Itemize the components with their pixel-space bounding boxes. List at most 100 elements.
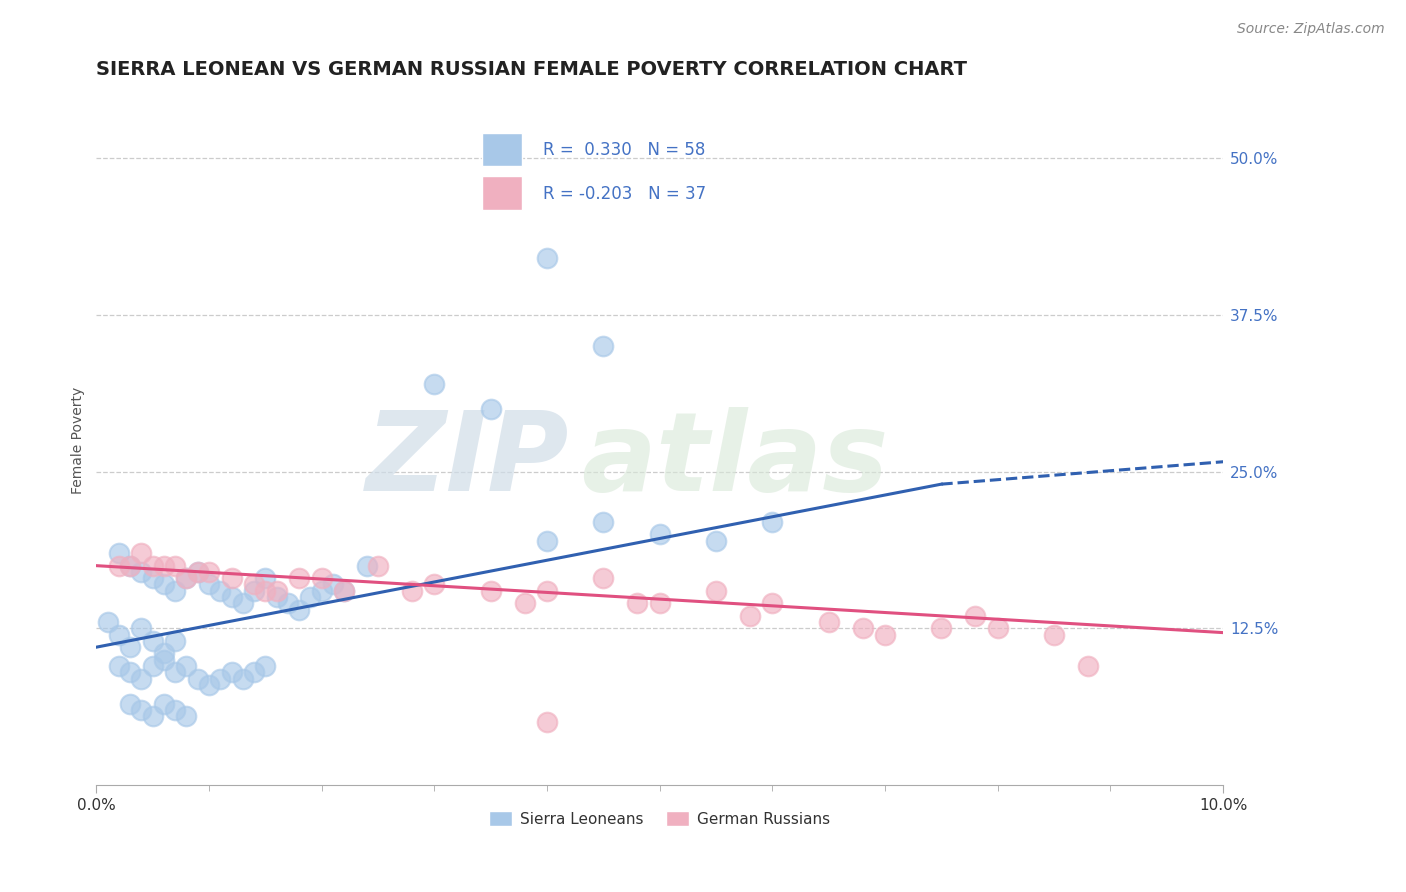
Point	[277, 596, 299, 610]
Point	[761, 596, 783, 610]
Text: atlas: atlas	[581, 408, 889, 515]
Point	[536, 715, 558, 730]
Point	[120, 665, 142, 680]
Point	[187, 565, 209, 579]
Point	[333, 583, 356, 598]
Point	[592, 339, 614, 353]
Point	[209, 583, 232, 598]
Point	[423, 376, 446, 391]
Point	[266, 590, 288, 604]
Point	[536, 252, 558, 266]
Point	[97, 615, 120, 629]
Point	[165, 583, 187, 598]
Point	[120, 558, 142, 573]
Y-axis label: Female Poverty: Female Poverty	[72, 386, 86, 494]
Text: Source: ZipAtlas.com: Source: ZipAtlas.com	[1237, 22, 1385, 37]
Point	[176, 709, 198, 723]
Point	[209, 672, 232, 686]
Point	[108, 558, 131, 573]
Point	[221, 590, 243, 604]
Point	[108, 659, 131, 673]
Point	[333, 583, 356, 598]
Point	[648, 527, 671, 541]
Point	[153, 577, 176, 591]
Point	[165, 633, 187, 648]
Point	[142, 709, 165, 723]
Point	[120, 697, 142, 711]
Point	[176, 571, 198, 585]
Point	[311, 571, 333, 585]
Point	[931, 621, 953, 635]
Point	[176, 659, 198, 673]
Point	[198, 678, 221, 692]
Legend: Sierra Leoneans, German Russians: Sierra Leoneans, German Russians	[484, 805, 837, 832]
Point	[142, 558, 165, 573]
Point	[851, 621, 873, 635]
Point	[761, 515, 783, 529]
Point	[187, 672, 209, 686]
Point	[322, 577, 344, 591]
Point	[131, 621, 153, 635]
Point	[165, 703, 187, 717]
Point	[299, 590, 322, 604]
Point	[198, 577, 221, 591]
Text: SIERRA LEONEAN VS GERMAN RUSSIAN FEMALE POVERTY CORRELATION CHART: SIERRA LEONEAN VS GERMAN RUSSIAN FEMALE …	[97, 60, 967, 78]
Point	[965, 608, 987, 623]
Point	[536, 533, 558, 548]
Point	[131, 672, 153, 686]
Point	[153, 697, 176, 711]
Point	[232, 672, 254, 686]
Point	[592, 571, 614, 585]
Point	[1077, 659, 1099, 673]
Point	[266, 583, 288, 598]
Point	[288, 571, 311, 585]
Point	[479, 583, 502, 598]
Point	[153, 653, 176, 667]
Point	[873, 627, 896, 641]
Point	[513, 596, 536, 610]
Point	[243, 583, 266, 598]
Point	[120, 640, 142, 655]
Point	[153, 558, 176, 573]
Point	[131, 546, 153, 560]
Point	[142, 659, 165, 673]
Point	[198, 565, 221, 579]
Point	[626, 596, 648, 610]
Point	[288, 602, 311, 616]
Point	[987, 621, 1010, 635]
Point	[176, 571, 198, 585]
Point	[1043, 627, 1066, 641]
Point	[479, 401, 502, 416]
Point	[131, 703, 153, 717]
Point	[153, 647, 176, 661]
Point	[738, 608, 761, 623]
Point	[704, 533, 727, 548]
Point	[648, 596, 671, 610]
Point	[536, 583, 558, 598]
Point	[817, 615, 839, 629]
Point	[592, 515, 614, 529]
Point	[254, 571, 277, 585]
Point	[221, 665, 243, 680]
Point	[243, 665, 266, 680]
Point	[165, 558, 187, 573]
Point	[423, 577, 446, 591]
Point	[108, 627, 131, 641]
Point	[131, 565, 153, 579]
Point	[165, 665, 187, 680]
Text: ZIP: ZIP	[366, 408, 569, 515]
Point	[142, 571, 165, 585]
Point	[254, 659, 277, 673]
Point	[311, 583, 333, 598]
Point	[243, 577, 266, 591]
Point	[120, 558, 142, 573]
Point	[367, 558, 389, 573]
Point	[356, 558, 378, 573]
Point	[142, 633, 165, 648]
Point	[221, 571, 243, 585]
Point	[254, 583, 277, 598]
Point	[401, 583, 423, 598]
Point	[704, 583, 727, 598]
Point	[187, 565, 209, 579]
Point	[108, 546, 131, 560]
